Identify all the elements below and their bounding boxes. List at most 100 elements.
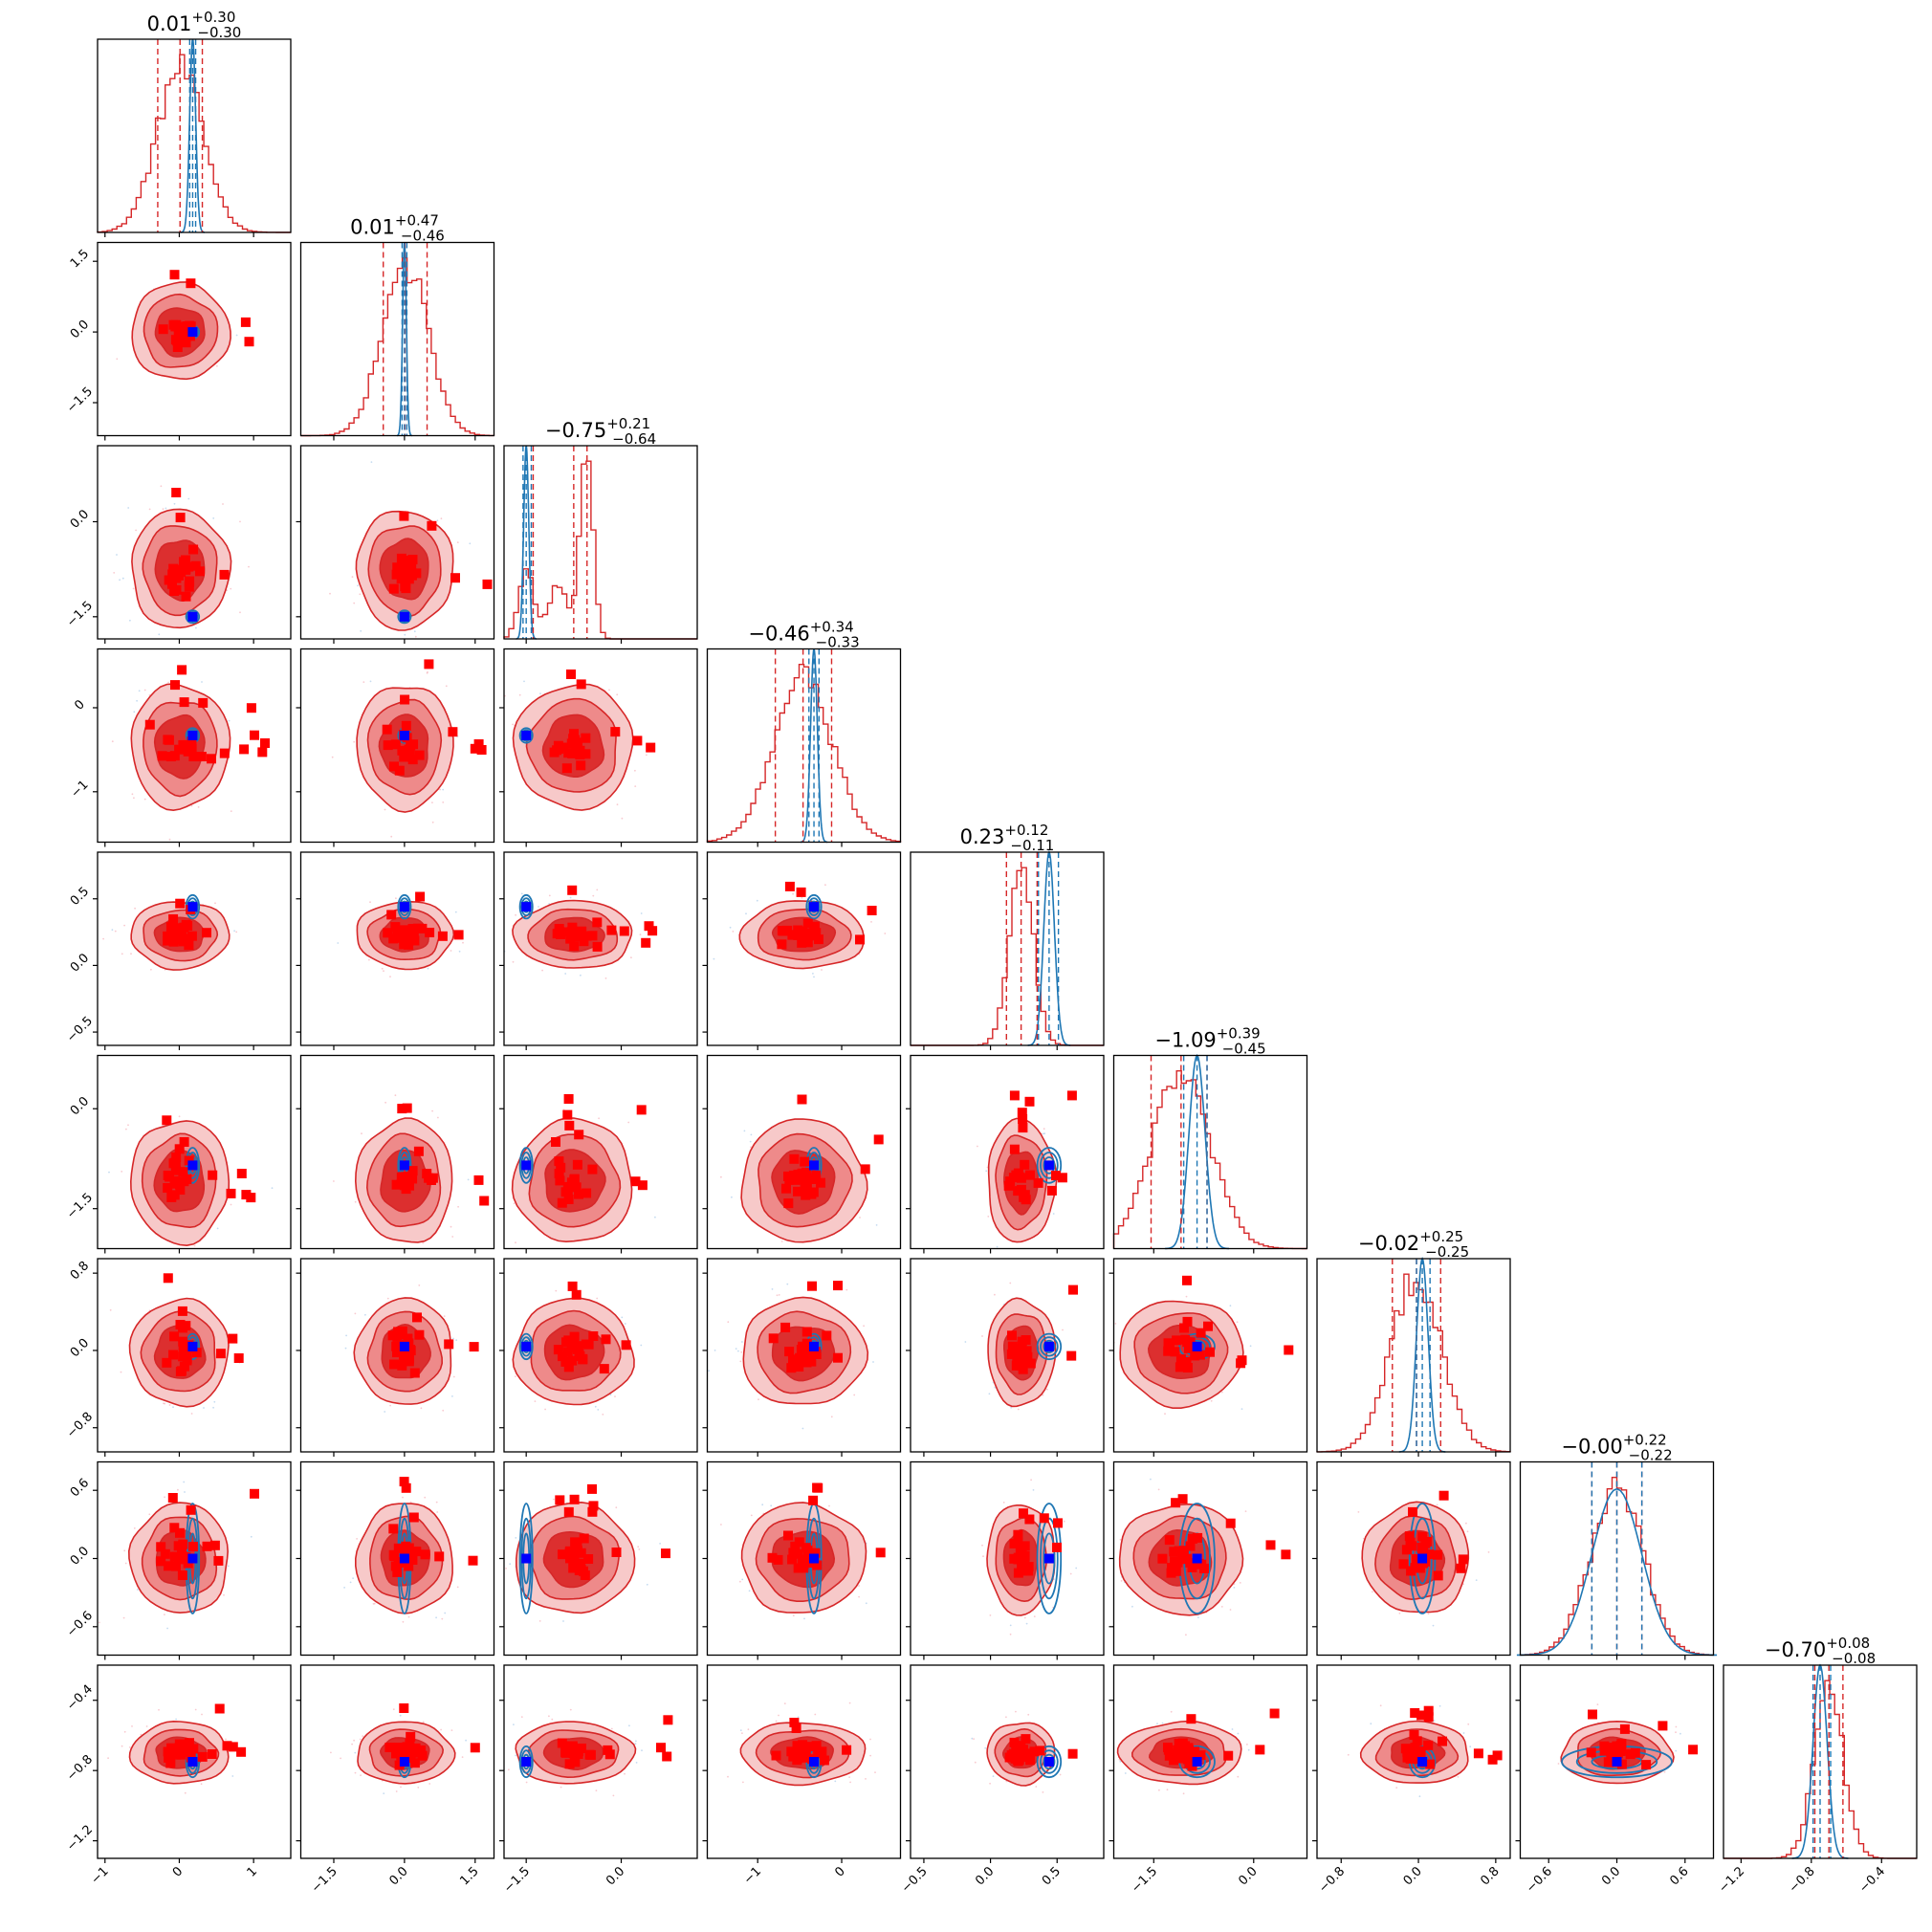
contour-b-2 [1036,1147,1063,1184]
sample-marker [1178,1546,1189,1556]
sample-marker [473,1175,484,1185]
sample-marker [170,1165,181,1175]
sample-marker [188,752,199,761]
sample-marker [1066,1090,1077,1101]
sample-marker [177,1570,187,1580]
sample-marker [575,750,585,760]
sample-marker [569,1560,580,1570]
sample-marker [164,575,174,585]
sample-marker [208,1170,218,1180]
sample-marker [1035,1745,1045,1756]
sample-marker [165,1758,176,1768]
sample-marker [202,1541,212,1551]
panel-frame [299,241,495,437]
panel-frame [910,1664,1105,1859]
sample-marker [405,746,415,757]
sample-marker [1013,1568,1023,1578]
panel-8-6: −0.8 0.0 0.8 [1312,1664,1511,1896]
sample-marker [1174,1739,1184,1749]
contour-b-2 [518,1503,534,1614]
sample-marker [563,1181,574,1192]
sample-marker [813,1748,823,1759]
sample-marker [162,1357,172,1368]
sample-marker [901,1333,911,1343]
truth-marker [521,731,532,740]
x-tick-label-7-2: 0.6 [1667,1864,1691,1888]
panel-frame [910,1054,1105,1250]
x-tick-label-2-1: 0.0 [604,1864,627,1888]
sample-marker [168,1350,179,1360]
truth-marker [809,1757,819,1767]
sample-marker [390,1561,401,1571]
sample-marker [406,1731,416,1742]
truth-marker [399,1160,409,1171]
sample-marker [1009,1090,1020,1101]
sample-marker [784,881,795,891]
sample-marker [1269,1708,1280,1719]
contour-b-2 [185,609,201,625]
sample-marker [181,591,191,602]
x-tick-label-1-2: 1.5 [457,1864,481,1888]
panel-frame [706,1054,902,1250]
truth-marker [187,1757,198,1767]
sample-marker [1609,1746,1619,1757]
sample-marker [394,1760,405,1770]
sample-marker [171,488,182,497]
sample-marker [563,1195,574,1204]
sample-marker [412,1312,422,1323]
sample-marker [1163,1346,1174,1356]
panel-1-0: −1.5 0.0 1.5 [64,241,292,441]
sample-marker [1423,1712,1434,1723]
panel-frame [910,1258,1105,1453]
sample-marker [855,934,865,945]
panel-8-0: −1 0 1 −1.2 −0.8 −0.4 [64,1664,292,1887]
panel-5-3 [702,1054,902,1254]
x-tick-label-5-1: 0.0 [1236,1864,1260,1888]
sample-marker [384,1743,395,1752]
sample-marker [411,568,422,579]
sample-marker [163,935,173,946]
sample-marker [394,1745,405,1756]
sample-marker [1190,1350,1200,1361]
sample-marker [1163,1745,1174,1755]
sample-marker [806,1356,817,1367]
panel-7-7: −0.00+0.22 −0.22 [1516,1432,1718,1660]
y-tick-label-1-2: 1.5 [68,247,92,271]
sample-marker [1603,1757,1614,1767]
sample-marker [1067,1748,1078,1759]
sample-marker [575,1351,585,1361]
contour-b-2 [518,893,534,920]
sample-marker [198,697,209,708]
sample-marker [1433,1570,1443,1581]
panel-5-0: −1.5 0.0 [64,1054,292,1254]
sample-marker [1438,1490,1449,1501]
sample-marker [453,930,464,940]
panel-5-5: −1.09+0.39 −0.45 [1112,1025,1308,1254]
sample-marker [799,1559,809,1570]
sample-marker [1185,1541,1196,1551]
sample-marker [809,925,820,935]
x-tick-label-8-2: −0.4 [1856,1864,1888,1896]
sample-marker [170,1157,181,1168]
sample-marker [175,1527,185,1538]
y-tick-label-6-1: 0.0 [68,1336,92,1360]
sample-marker [567,885,578,895]
sample-marker [1588,1709,1597,1720]
sample-marker [1157,1553,1168,1564]
sample-marker [644,921,654,932]
sample-marker [244,337,254,347]
sample-marker [260,738,270,748]
sample-marker [1409,1730,1419,1740]
sample-marker [1182,1316,1193,1327]
sample-marker [162,1115,172,1126]
x-tick-label-0-0: −1 [88,1864,111,1887]
sample-marker [156,1542,166,1552]
panel-6-6: −0.02+0.25 −0.25 [1316,1228,1511,1457]
sample-marker [444,1339,454,1350]
y-tick-label-8-2: −0.4 [64,1682,96,1714]
sample-marker [802,918,813,929]
truth-marker [187,902,198,912]
sample-marker [822,1330,832,1341]
sample-marker [470,1743,480,1753]
sample-marker [569,1180,580,1191]
